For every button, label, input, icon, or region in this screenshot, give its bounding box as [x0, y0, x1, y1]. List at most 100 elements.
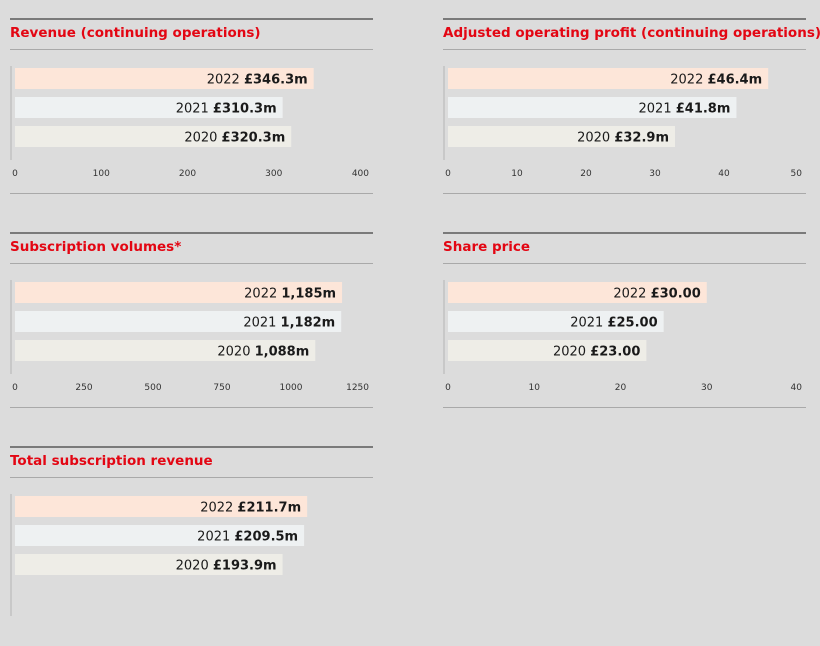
- chart-panel-revenue: Revenue (continuing operations) 2022 £34…: [10, 18, 373, 218]
- panel-top-rule: [443, 232, 806, 234]
- x-tick-label: 20: [580, 169, 592, 179]
- bar-value-label: £346.3m: [244, 73, 308, 88]
- title-underline: [443, 263, 806, 264]
- bar-chart-share-price: 2022 £30.00 2021 £25.00 2020 £23.00 0 10 20 30…: [443, 280, 803, 393]
- bar-chart-adjusted-operating-profit: 2022 £46.4m 2021 £41.8m 2020 £32.9m 0 10 20 30…: [443, 66, 802, 179]
- bar-2021: [15, 525, 305, 546]
- x-tick-label: 10: [529, 383, 541, 393]
- bar-year-label: 2020: [184, 131, 221, 146]
- bar-value-label: £310.3m: [213, 102, 277, 117]
- title-underline: [10, 49, 373, 50]
- bar-value-label: £23.00: [590, 345, 640, 360]
- bar-2022: [448, 68, 769, 89]
- bar-value-label: £46.4m: [707, 73, 762, 88]
- bar-label-2020: 2020 £32.9m: [577, 131, 669, 146]
- panel-bottom-rule: [10, 193, 373, 194]
- bar-year-label: 2022: [613, 287, 650, 302]
- x-tick-label: 0: [445, 169, 451, 179]
- x-tick-label: 40: [791, 383, 803, 393]
- bar-year-label: 2021: [639, 102, 676, 117]
- bar-label-2022: 2022 £30.00: [613, 287, 700, 302]
- bar-year-label: 2022: [207, 73, 244, 88]
- chart-panel-total-subscription-revenue: Total subscription revenue 2022 £211.7m 2…: [10, 446, 373, 646]
- chart-panel-share-price: Share price 2022 £30.00 2021 £25.00 2020 £…: [443, 232, 806, 432]
- bar-2022: [448, 282, 707, 303]
- bar-2020: [15, 554, 283, 575]
- bar-value-label: £193.9m: [213, 559, 277, 574]
- x-tick-label: 100: [93, 169, 110, 179]
- chart-title: Share price: [443, 239, 531, 255]
- bar-label-2020: 2020 1,088m: [217, 345, 309, 360]
- x-tick-label: 20: [615, 383, 627, 393]
- chart-panel-subscription-volumes: Subscription volumes* 2022 1,185m 2021 1,…: [10, 232, 373, 432]
- x-tick-label: 30: [701, 383, 713, 393]
- x-tick-label: 30: [649, 169, 661, 179]
- bar-2020: [448, 126, 676, 147]
- chart-title: Adjusted operating profit (continuing op…: [443, 25, 820, 41]
- bar-year-label: 2021: [197, 530, 234, 545]
- bar-2021: [15, 311, 342, 332]
- bar-label-2021: 2021 £25.00: [570, 316, 657, 331]
- x-tick-label: 400: [352, 169, 369, 179]
- bar-2021: [448, 311, 664, 332]
- bar-year-label: 2022: [244, 287, 281, 302]
- bar-2022: [15, 68, 314, 89]
- bar-2020: [15, 340, 316, 361]
- bar-label-2021: 2021 £41.8m: [639, 102, 731, 117]
- bar-label-2022: 2022 £46.4m: [670, 73, 762, 88]
- bar-label-2020: 2020 £320.3m: [184, 131, 285, 146]
- bar-label-2022: 2022 1,185m: [244, 287, 336, 302]
- bar-value-label: £211.7m: [237, 501, 301, 516]
- x-tick-label: 0: [12, 383, 18, 393]
- x-tick-label: 750: [213, 383, 230, 393]
- bar-year-label: 2021: [176, 102, 213, 117]
- bar-value-label: £25.00: [607, 316, 657, 331]
- bar-year-label: 2021: [570, 316, 607, 331]
- bar-year-label: 2020: [217, 345, 254, 360]
- x-tick-label: 0: [445, 383, 451, 393]
- x-tick-label: 300: [265, 169, 282, 179]
- x-tick-label: 500: [144, 383, 161, 393]
- bar-2021: [448, 97, 737, 118]
- bar-2022: [15, 282, 343, 303]
- bar-year-label: 2022: [200, 501, 237, 516]
- bar-year-label: 2020: [577, 131, 614, 146]
- bar-value-label: £209.5m: [234, 530, 298, 545]
- bar-value-label: 1,185m: [281, 287, 336, 302]
- panel-top-rule: [10, 232, 373, 234]
- x-tick-label: 200: [179, 169, 196, 179]
- bar-label-2021: 2021 £209.5m: [197, 530, 298, 545]
- bar-label-2021: 2021 1,182m: [243, 316, 335, 331]
- x-tick-label: 0: [12, 169, 18, 179]
- bar-value-label: 1,182m: [281, 316, 336, 331]
- bar-year-label: 2020: [553, 345, 590, 360]
- bar-year-label: 2022: [670, 73, 707, 88]
- bar-label-2022: 2022 £346.3m: [207, 73, 308, 88]
- x-tick-label: 1250: [346, 383, 369, 393]
- panel-top-rule: [10, 18, 373, 20]
- bar-value-label: £30.00: [651, 287, 701, 302]
- bar-label-2021: 2021 £310.3m: [176, 102, 277, 117]
- x-tick-label: 10: [511, 169, 523, 179]
- bar-year-label: 2021: [243, 316, 280, 331]
- bar-value-label: £320.3m: [222, 131, 286, 146]
- bar-label-2020: 2020 £193.9m: [176, 559, 277, 574]
- bar-2022: [15, 496, 308, 517]
- chart-title: Revenue (continuing operations): [10, 25, 261, 41]
- bar-value-label: £41.8m: [676, 102, 731, 117]
- bar-chart-revenue: 2022 £346.3m 2021 £310.3m 2020 £320.3m 0 100…: [10, 66, 369, 179]
- bar-2020: [15, 126, 292, 147]
- bar-2020: [448, 340, 647, 361]
- title-underline: [10, 263, 373, 264]
- bar-label-2020: 2020 £23.00: [553, 345, 640, 360]
- panel-bottom-rule: [10, 407, 373, 408]
- x-tick-label: 1000: [280, 383, 303, 393]
- panel-top-rule: [443, 18, 806, 20]
- panel-bottom-rule: [443, 407, 806, 408]
- bar-2021: [15, 97, 283, 118]
- panel-bottom-rule: [443, 193, 806, 194]
- bar-year-label: 2020: [176, 559, 213, 574]
- x-tick-label: 250: [75, 383, 92, 393]
